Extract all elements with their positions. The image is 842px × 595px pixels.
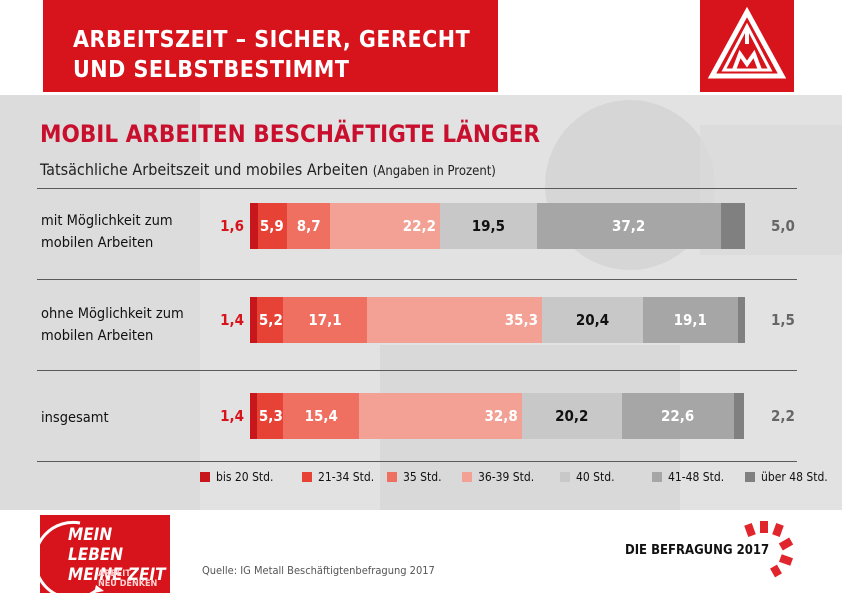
legend-label: 41-48 Std.: [668, 470, 725, 484]
bar-value-label: 37,2: [612, 217, 646, 235]
bar-segment: [256, 393, 284, 439]
bar-value-label: 1,6: [220, 217, 244, 235]
bar-value-label: 20,2: [555, 407, 589, 425]
bar-value-label: 2,2: [771, 407, 795, 425]
legend-swatch: [302, 472, 312, 482]
bar-segment: [359, 393, 522, 439]
clock-arrow-icon: [40, 520, 104, 593]
subtitle-main: Tatsächliche Arbeitszeit und mobiles Arb…: [40, 160, 369, 179]
bar-value-label: 22,6: [661, 407, 695, 425]
bar-value-label: 19,1: [673, 311, 707, 329]
bar-value-label: 32,8: [484, 407, 518, 425]
subtitle-note: (Angaben in Prozent): [372, 164, 496, 179]
ig-metall-logo: [700, 0, 794, 92]
campaign-badge: MEIN LEBEN MEINE ZEIT ARBEIT NEU DENKEN: [40, 515, 170, 593]
bar-value-label: 1,4: [220, 311, 244, 329]
bar-segment: [282, 297, 368, 343]
row-label-mit: mit Möglichkeit zum mobilen Arbeiten: [41, 213, 173, 251]
legend-label: über 48 Std.: [761, 470, 828, 484]
bar-segment: [536, 203, 721, 249]
legend-label: 40 Std.: [576, 470, 615, 484]
chart-subtitle: Tatsächliche Arbeitszeit und mobiles Arb…: [40, 160, 496, 179]
bar-segment: [737, 297, 745, 343]
bar-segment: [720, 203, 746, 249]
bar-segment: [250, 297, 257, 343]
bar-segment: [521, 393, 622, 439]
legend-item: bis 20 Std.: [200, 470, 273, 484]
bar-segment: [283, 393, 360, 439]
legend-item: 21-34 Std.: [302, 470, 374, 484]
legend-item: über 48 Std.: [745, 470, 828, 484]
legend-swatch: [462, 472, 472, 482]
bar-value-label: 15,4: [304, 407, 338, 425]
bar-segment: [287, 203, 331, 249]
legend: bis 20 Std. 21-34 Std. 35 Std. 36-39 Std. 40…: [200, 470, 830, 492]
legend-swatch: [745, 472, 755, 482]
bar-value-label: 1,5: [771, 311, 795, 329]
bar-segment: [733, 393, 745, 439]
header-title: ARBEITSZEIT – SICHER, GERECHT UND SELBST…: [73, 27, 471, 83]
bar-value-label: 1,4: [220, 407, 244, 425]
bar-value-label: 35,3: [504, 311, 539, 329]
source-note: Quelle: IG Metall Beschäftigtenbefragung…: [202, 564, 435, 577]
legend-item: 41-48 Std.: [652, 470, 724, 484]
survey-logo-icon: [744, 521, 794, 578]
legend-swatch: [652, 472, 662, 482]
legend-swatch: [387, 472, 397, 482]
bar-value-label: 5,9: [259, 217, 284, 235]
row-label-gesamt: insgesamt: [41, 410, 109, 426]
legend-swatch: [560, 472, 570, 482]
header-banner: ARBEITSZEIT – SICHER, GERECHT UND SELBST…: [43, 0, 498, 92]
separator-line: [37, 279, 797, 280]
badge-subtitle: ARBEIT NEU DENKEN: [98, 569, 158, 589]
separator-line: [37, 461, 797, 462]
separator-line: [37, 370, 797, 371]
chart-title: MOBIL ARBEITEN BESCHÄFTIGTE LÄNGER: [40, 120, 541, 148]
bar-value-label: 5,3: [258, 407, 283, 425]
legend-label: 36-39 Std.: [478, 470, 535, 484]
bar-value-label: 5,2: [258, 311, 283, 329]
bar-segment: [440, 203, 537, 249]
legend-label: 21-34 Std.: [318, 470, 375, 484]
legend-label: bis 20 Std.: [216, 470, 274, 484]
bar-segment: [257, 203, 288, 249]
bar-segment: [250, 203, 258, 249]
legend-swatch: [200, 472, 210, 482]
bar-segment: [621, 393, 734, 439]
legend-item: 35 Std.: [387, 470, 442, 484]
legend-label: 35 Std.: [403, 470, 442, 484]
bar-segment: [542, 297, 644, 343]
legend-item: 36-39 Std.: [462, 470, 534, 484]
bar-segment: [256, 297, 283, 343]
bar-value-label: 8,7: [296, 217, 321, 235]
bar-segment: [330, 203, 441, 249]
separator-line: [37, 188, 797, 189]
bar-value-label: 5,0: [771, 217, 795, 235]
bar-value-label: 19,5: [471, 217, 505, 235]
bar-segment: [367, 297, 543, 343]
bar-segment: [643, 297, 738, 343]
row-label-ohne: ohne Möglichkeit zum mobilen Arbeiten: [41, 306, 184, 344]
bar-value-label: 20,4: [575, 311, 610, 329]
bar-segment: [250, 393, 257, 439]
badge-title: MEIN LEBEN MEINE ZEIT: [68, 525, 166, 585]
survey-label: DIE BEFRAGUNG 2017: [625, 543, 770, 558]
ig-metall-logo-icon: [707, 6, 787, 79]
bar-value-label: 17,1: [308, 311, 342, 329]
legend-item: 40 Std.: [560, 470, 615, 484]
bar-value-label: 22,2: [402, 217, 437, 235]
